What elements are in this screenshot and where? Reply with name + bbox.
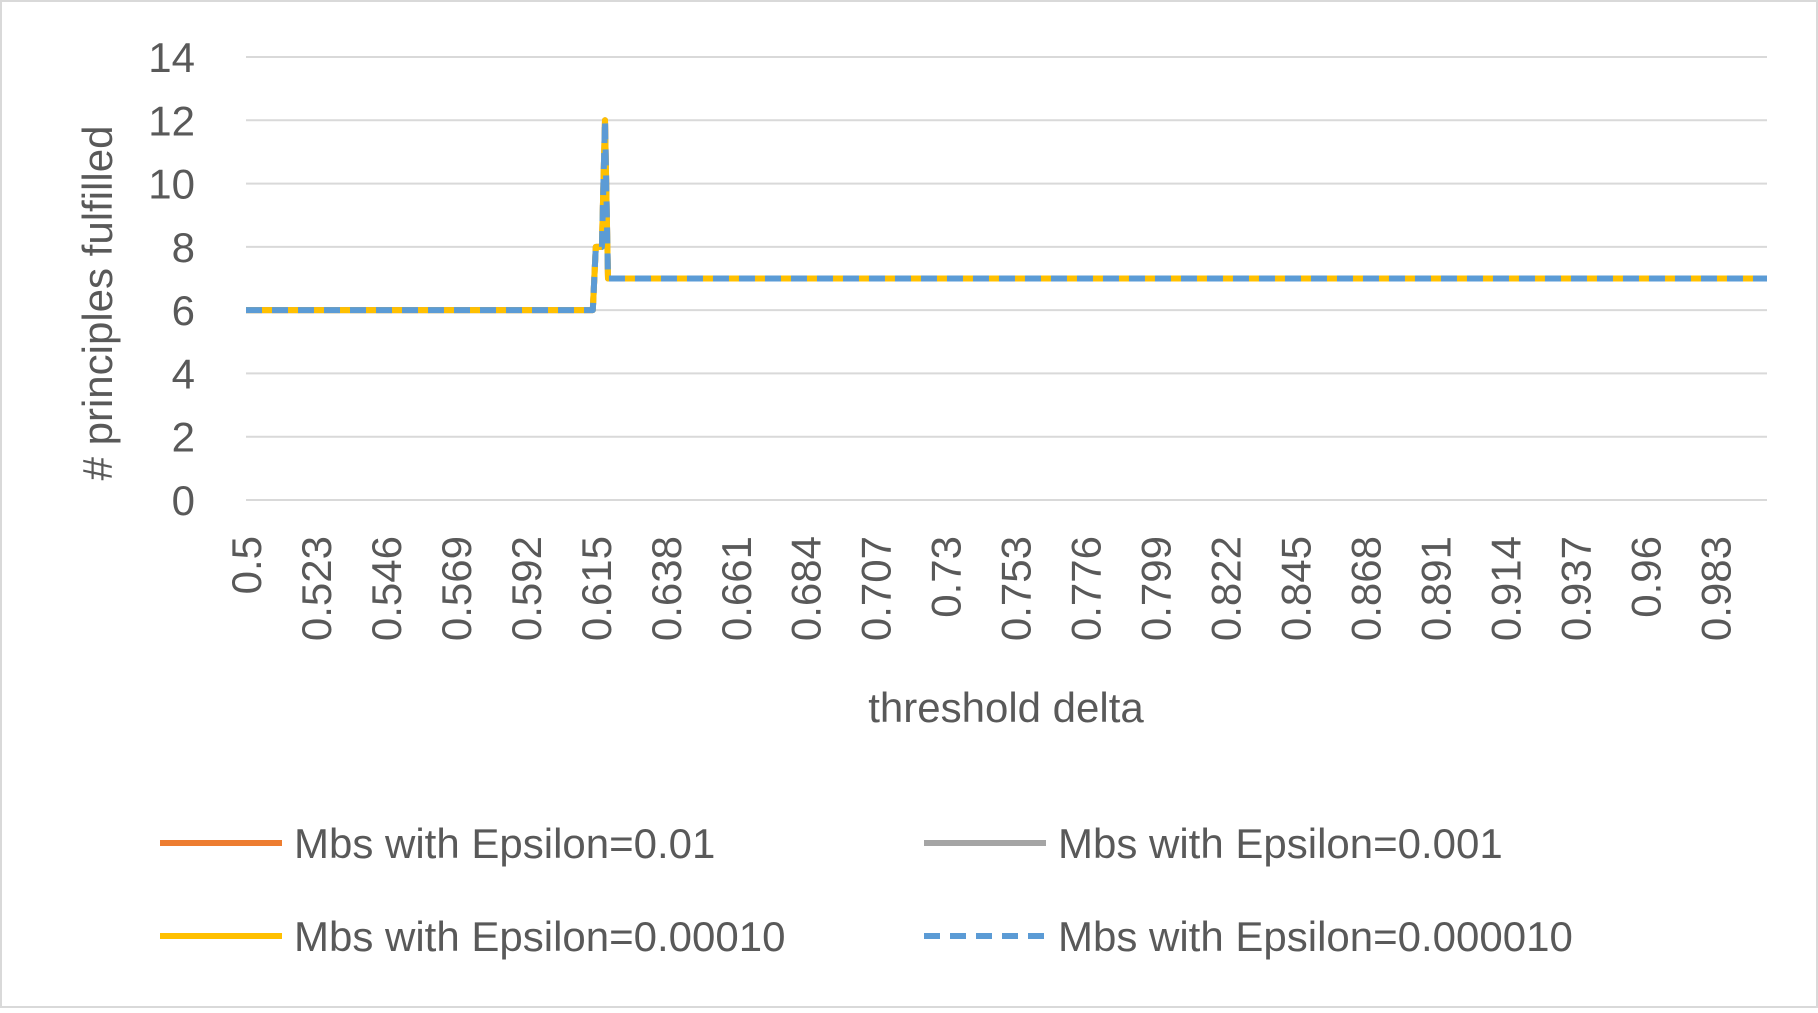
x-tick-label: 0.638 — [643, 536, 690, 641]
y-tick-label: 12 — [148, 97, 195, 144]
x-tick-label: 0.799 — [1133, 536, 1180, 641]
x-tick-label: 0.569 — [433, 536, 480, 641]
y-axis-title: # principles fulfilled — [74, 126, 121, 481]
series-line — [246, 117, 1767, 314]
y-tick-label: 4 — [172, 350, 195, 397]
legend: Mbs with Epsilon=0.01 Mbs with Epsilon=0.… — [160, 820, 1573, 960]
x-tick-label: 0.937 — [1552, 536, 1599, 641]
x-tick-label: 0.592 — [503, 536, 550, 641]
x-tick-label: 0.73 — [923, 536, 970, 618]
y-tick-label: 2 — [172, 414, 195, 461]
legend-label: Mbs with Epsilon=0.000010 — [1058, 913, 1573, 960]
x-tick-label: 0.845 — [1272, 536, 1319, 641]
y-tick-label: 14 — [148, 34, 195, 81]
y-tick-label: 0 — [172, 477, 195, 524]
x-tick-label: 0.5 — [223, 536, 270, 594]
y-tick-label: 8 — [172, 224, 195, 271]
y-axis-ticks: 0 2 4 6 8 10 12 14 — [148, 34, 195, 524]
x-tick-label: 0.523 — [293, 536, 340, 641]
x-tick-label: 0.776 — [1063, 536, 1110, 641]
y-tick-label: 6 — [172, 287, 195, 334]
x-tick-label: 0.753 — [993, 536, 1040, 641]
series-lines — [246, 117, 1767, 314]
legend-label: Mbs with Epsilon=0.001 — [1058, 820, 1503, 867]
x-tick-label: 0.615 — [573, 536, 620, 641]
x-tick-label: 0.983 — [1692, 536, 1739, 641]
x-axis-title: threshold delta — [868, 684, 1144, 731]
x-tick-label: 0.546 — [363, 536, 410, 641]
x-tick-label: 0.914 — [1482, 536, 1529, 641]
legend-label: Mbs with Epsilon=0.01 — [294, 820, 715, 867]
y-tick-label: 10 — [148, 161, 195, 208]
x-tick-label: 0.891 — [1412, 536, 1459, 641]
x-axis-ticks: 0.5 0.523 0.546 0.569 0.592 0.615 0.638 0.661 0.… — [223, 536, 1739, 641]
x-tick-label: 0.684 — [783, 536, 830, 641]
x-tick-label: 0.96 — [1622, 536, 1669, 618]
x-tick-label: 0.868 — [1342, 536, 1389, 641]
x-tick-label: 0.661 — [713, 536, 760, 641]
legend-label: Mbs with Epsilon=0.00010 — [294, 913, 785, 960]
x-tick-label: 0.707 — [853, 536, 900, 641]
x-tick-label: 0.822 — [1203, 536, 1250, 641]
